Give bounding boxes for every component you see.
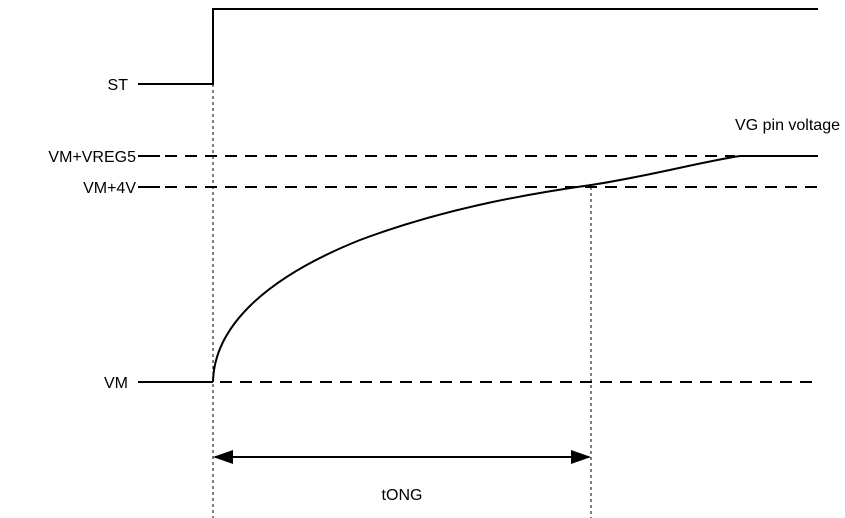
vm-vreg5-label: VM+VREG5 xyxy=(48,149,136,166)
vm-label: VM xyxy=(104,375,128,392)
vg-pin-voltage-curve xyxy=(212,155,741,383)
tong-label: tONG xyxy=(382,487,423,504)
vm-4v-label: VM+4V xyxy=(83,180,136,197)
vg-pin-voltage-label: VG pin voltage xyxy=(735,117,840,134)
st-signal-line xyxy=(138,8,818,85)
st-label: ST xyxy=(108,77,129,94)
